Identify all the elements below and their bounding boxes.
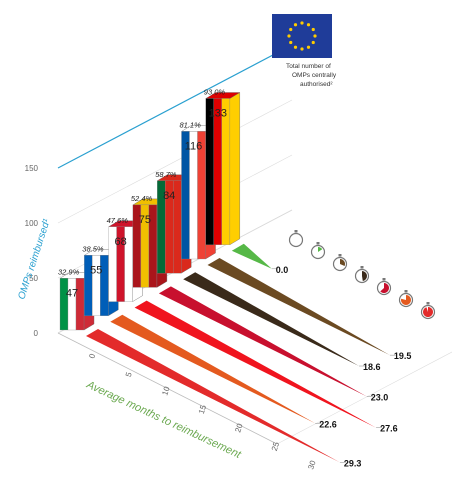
months-wedge	[134, 300, 377, 428]
eu-star	[289, 27, 293, 32]
months-wedge-layer	[86, 243, 396, 463]
stopwatch-crown	[360, 266, 364, 269]
eu-star	[311, 40, 315, 45]
stopwatch-icon	[376, 278, 392, 296]
stopwatch-crown	[316, 242, 320, 245]
reimbursed-count-label: 133	[209, 108, 227, 120]
eu-star	[306, 23, 311, 27]
y-gridline	[57, 44, 293, 169]
stopwatch-crown	[426, 302, 430, 305]
eu-stars	[287, 21, 317, 51]
percent-label: 93.0%	[204, 88, 226, 97]
months-label: 23.0	[371, 393, 389, 403]
stopwatch-icon	[354, 266, 370, 284]
percent-label: 32.9%	[58, 267, 80, 276]
reimbursed-count-label: 68	[114, 236, 126, 248]
stopwatch-fill	[380, 283, 390, 293]
months-label: 29.3	[344, 458, 362, 468]
months-wedge	[86, 329, 340, 463]
percent-label: 47.6%	[107, 216, 129, 225]
bar-stripe	[221, 98, 230, 245]
eu-star	[300, 47, 304, 51]
y-gridline	[57, 99, 293, 224]
stopwatch-icon	[398, 290, 414, 308]
x-tick-label: 15	[197, 403, 208, 415]
months-label: 18.6	[363, 362, 381, 372]
stopwatch-fill	[340, 259, 345, 267]
y-tick-label: 0	[34, 329, 39, 338]
eu-total-callout: Total number of OMPs centrally authorise…	[272, 14, 338, 88]
x-axis-line	[57, 332, 278, 445]
stopwatch-crown	[404, 290, 408, 293]
percent-label: 58.7%	[155, 170, 177, 179]
months-label: 22.6	[319, 419, 337, 429]
months-wedge	[110, 314, 316, 424]
bar-side	[229, 92, 241, 246]
eu-star	[311, 27, 315, 32]
eu-star	[300, 21, 304, 25]
stopwatch-face	[288, 232, 304, 248]
x-tick-label: 5	[124, 371, 134, 379]
label-layer: 0.0 19.5 18.6 23.0 27.6 22.6 29.3 47 32.9% 55 38.5…	[58, 88, 411, 469]
eu-star	[289, 40, 293, 45]
reimbursed-count-label: 116	[185, 140, 203, 152]
bar-stripe	[75, 278, 85, 331]
chart-back-layer: 0 50 100 150 0 5 10 15 20 25 30	[25, 44, 452, 471]
reimbursed-count-label: 84	[163, 190, 175, 202]
stopwatch-icon	[332, 254, 348, 272]
x-tick-label: 25	[270, 440, 281, 452]
months-wedge	[231, 243, 272, 269]
stopwatch-fill	[318, 247, 323, 252]
bar-stripe	[173, 180, 182, 274]
bar-stripe	[213, 98, 222, 245]
eu-star	[293, 23, 298, 27]
y-tick-label: 50	[29, 274, 38, 283]
stopwatch-crown	[382, 278, 386, 281]
stopwatch-icon	[288, 230, 304, 248]
germany-flag-icon	[205, 92, 241, 246]
reimbursed-count-label: 75	[139, 214, 151, 226]
eu-flag-icon	[272, 14, 332, 58]
bar-stripe	[205, 98, 214, 245]
eu-star	[306, 45, 311, 49]
y-tick-label: 100	[25, 219, 39, 228]
bar-stripe	[197, 131, 206, 260]
eu-star	[313, 34, 317, 38]
stopwatch-icon	[310, 242, 326, 260]
stopwatch-crown	[338, 254, 342, 257]
months-label: 19.5	[394, 351, 412, 361]
floor-front-edge	[276, 351, 452, 445]
stopwatch-fill	[401, 295, 411, 305]
bar-stripe	[148, 204, 158, 288]
percent-label: 38.5%	[82, 244, 104, 253]
months-wedge	[207, 258, 390, 356]
stopwatch-icon	[420, 302, 436, 320]
months-wedge	[158, 286, 367, 397]
stopwatch-fill	[423, 307, 434, 317]
x-tick-label: 20	[233, 422, 244, 434]
eu-star	[287, 34, 291, 38]
percent-label: 81.1%	[180, 120, 202, 129]
bar-stripe	[124, 226, 133, 302]
eu-star	[293, 45, 298, 49]
eu-total-note: Total number of OMPs centrally authorise…	[286, 63, 338, 88]
reimbursed-count-label: 55	[90, 264, 102, 276]
x-tick-label: 0	[87, 352, 97, 360]
y-axis-label: OMPs reimbursed¹	[16, 217, 53, 301]
stopwatch-crown	[294, 230, 298, 233]
x-tick-label: 30	[306, 459, 317, 471]
bar-stripe	[100, 255, 109, 316]
months-wedge	[183, 272, 359, 367]
reimbursed-count-label: 47	[66, 287, 78, 299]
x-tick-label: 10	[160, 385, 171, 397]
months-label: 27.6	[380, 424, 398, 434]
bar-stripe	[59, 278, 69, 331]
bar-layer	[59, 92, 241, 331]
months-label: 0.0	[276, 265, 289, 275]
stopwatch-fill	[362, 271, 368, 281]
bar-stripe	[67, 278, 77, 331]
y-tick-label: 150	[25, 164, 39, 173]
percent-label: 52.4%	[131, 194, 153, 203]
